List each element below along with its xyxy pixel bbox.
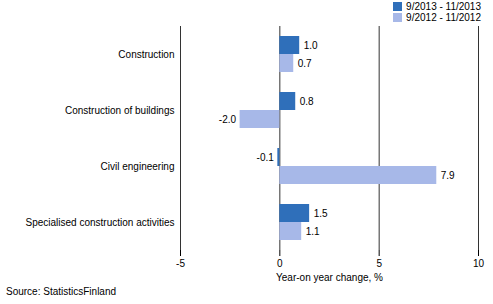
svg-text:Year-on year change, %: Year-on year change, % (276, 272, 383, 283)
svg-text:1.1: 1.1 (306, 226, 320, 237)
svg-text:1.0: 1.0 (304, 40, 318, 51)
svg-text:-2.0: -2.0 (219, 114, 237, 125)
svg-text:10: 10 (473, 258, 485, 269)
svg-text:7.9: 7.9 (441, 170, 455, 181)
svg-text:Specialised construction activ: Specialised construction activities (26, 217, 175, 228)
svg-text:0.8: 0.8 (300, 96, 314, 107)
html-text:9/2012 - 11/2012: 9/2012 - 11/2012 (406, 12, 481, 23)
svg-text:0.7: 0.7 (298, 58, 312, 69)
svg-text:0: 0 (277, 258, 283, 269)
svg-text:-5: -5 (176, 258, 185, 269)
svg-text:-0.1: -0.1 (257, 152, 275, 163)
html-text:Source: StatisticsFinland: Source: StatisticsFinland (6, 286, 117, 297)
svg-text:Construction: Construction (118, 49, 174, 60)
svg-text:1.5: 1.5 (314, 208, 328, 219)
svg-text:Construction of buildings: Construction of buildings (65, 105, 175, 116)
svg-text:5: 5 (376, 258, 382, 269)
html-text:9/2013 - 11/2013: 9/2013 - 11/2013 (406, 1, 481, 12)
svg-text:Civil engineering: Civil engineering (101, 161, 175, 172)
